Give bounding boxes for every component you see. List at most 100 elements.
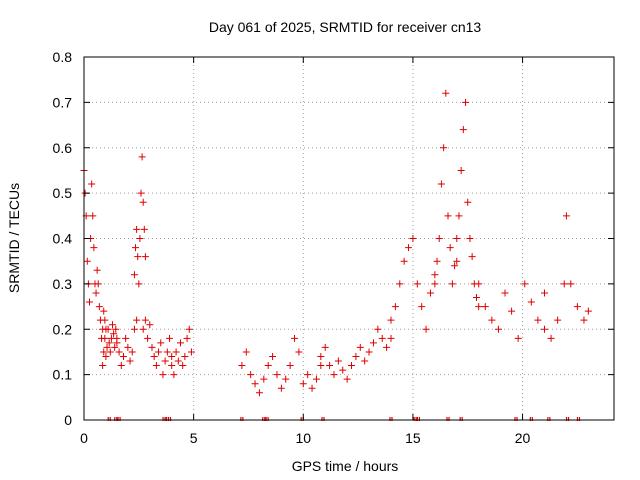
grid-lines xyxy=(84,57,614,420)
data-point xyxy=(168,352,176,360)
x-tick-label: 0 xyxy=(80,430,88,446)
data-point xyxy=(181,352,189,360)
x-tick-label: 20 xyxy=(515,430,531,446)
data-point xyxy=(128,348,136,356)
data-point xyxy=(141,253,149,261)
data-point xyxy=(95,303,103,311)
data-point xyxy=(139,325,147,333)
y-tick-label: 0.8 xyxy=(53,49,73,65)
data-point xyxy=(139,198,147,206)
data-point xyxy=(133,316,141,324)
data-point xyxy=(459,126,467,134)
data-point xyxy=(122,334,130,342)
axis-ticks: 0 0.1 0.2 0.3 0.4 0.5 0.6 0.7 0.8 0 5 10 15 20 xyxy=(53,49,614,446)
data-point xyxy=(109,321,117,329)
data-point xyxy=(343,375,351,383)
data-point xyxy=(437,180,445,188)
data-point xyxy=(475,303,483,311)
data-point xyxy=(475,280,483,288)
data-point xyxy=(242,348,250,356)
data-point xyxy=(418,303,426,311)
data-point xyxy=(446,244,454,252)
data-point xyxy=(317,352,325,360)
data-point xyxy=(99,362,107,370)
data-point xyxy=(105,339,113,347)
data-point xyxy=(126,357,134,365)
data-point xyxy=(136,235,144,242)
data-point xyxy=(130,271,138,279)
data-point xyxy=(369,339,377,347)
data-point xyxy=(101,334,109,342)
data-point xyxy=(88,180,96,188)
data-point xyxy=(124,343,132,351)
data-point xyxy=(168,362,176,370)
data-point xyxy=(413,280,421,288)
data-point xyxy=(132,244,140,252)
data-point xyxy=(159,371,167,379)
data-point xyxy=(540,325,548,333)
data-point xyxy=(90,244,98,252)
data-point xyxy=(405,244,413,252)
data-point xyxy=(562,212,570,220)
data-point xyxy=(150,352,158,360)
data-point xyxy=(573,303,581,311)
data-point xyxy=(104,325,112,333)
data-point xyxy=(163,348,171,356)
data-point xyxy=(527,298,535,306)
data-point xyxy=(462,98,470,106)
data-point xyxy=(431,280,439,288)
data-point xyxy=(238,362,246,370)
data-point xyxy=(374,325,382,333)
data-point xyxy=(365,348,373,356)
data-point xyxy=(448,280,456,288)
data-point xyxy=(93,266,101,274)
data-point xyxy=(183,334,191,342)
data-point xyxy=(295,348,303,356)
data-point xyxy=(251,380,259,388)
data-point xyxy=(137,189,145,197)
data-point xyxy=(453,235,461,242)
data-point xyxy=(326,362,334,370)
x-tick-label: 15 xyxy=(405,430,421,446)
data-point xyxy=(100,307,108,315)
data-point xyxy=(334,357,342,365)
data-point xyxy=(146,321,154,329)
y-tick-label: 0.1 xyxy=(53,367,73,383)
data-point xyxy=(247,371,255,379)
data-point xyxy=(534,316,542,324)
data-point xyxy=(431,271,439,279)
data-point xyxy=(185,325,193,333)
data-point xyxy=(383,343,391,351)
x-tick-label: 10 xyxy=(295,430,311,446)
data-point xyxy=(187,348,195,356)
x-tick-label: 5 xyxy=(190,430,198,446)
y-tick-label: 0 xyxy=(64,412,72,428)
data-point xyxy=(148,343,156,351)
data-point xyxy=(514,334,522,342)
data-point xyxy=(488,316,496,324)
data-point xyxy=(554,316,562,324)
data-point xyxy=(100,348,108,356)
data-point xyxy=(140,225,148,233)
data-point xyxy=(179,362,187,370)
data-point xyxy=(356,343,364,351)
data-point xyxy=(130,325,138,333)
data-point xyxy=(304,371,312,379)
data-point xyxy=(106,348,114,356)
data-point xyxy=(400,257,408,265)
data-point xyxy=(155,348,163,356)
y-tick-label: 0.4 xyxy=(53,231,73,247)
data-point xyxy=(299,380,307,388)
data-point xyxy=(580,316,588,324)
data-point xyxy=(166,334,174,342)
data-point xyxy=(144,334,152,342)
data-point xyxy=(117,362,125,370)
data-point xyxy=(321,343,329,351)
data-point xyxy=(308,384,316,392)
data-point xyxy=(468,253,476,261)
data-point xyxy=(269,352,277,360)
data-point xyxy=(89,212,97,220)
y-tick-label: 0.2 xyxy=(53,321,73,337)
data-point xyxy=(133,225,141,233)
